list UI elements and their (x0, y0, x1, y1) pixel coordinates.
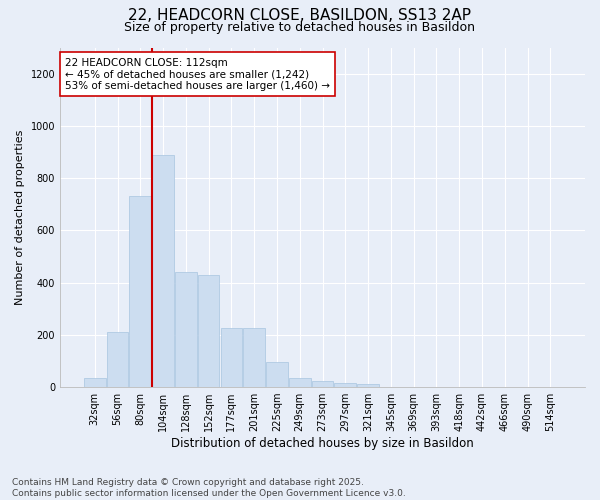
Bar (266, 362, 288, 387)
Bar (221, 328, 242, 387)
Bar (289, 378, 311, 387)
Bar (84, 378, 106, 387)
Bar (152, 154, 174, 387)
Y-axis label: Number of detached properties: Number of detached properties (15, 130, 25, 305)
Bar (334, 383, 356, 387)
Bar (175, 272, 197, 387)
Text: 22 HEADCORN CLOSE: 112sqm
← 45% of detached houses are smaller (1,242)
53% of se: 22 HEADCORN CLOSE: 112sqm ← 45% of detac… (65, 58, 330, 91)
Bar (198, 275, 220, 387)
Text: Size of property relative to detached houses in Basildon: Size of property relative to detached ho… (125, 21, 476, 34)
X-axis label: Distribution of detached houses by size in Basildon: Distribution of detached houses by size … (171, 437, 474, 450)
Text: Contains HM Land Registry data © Crown copyright and database right 2025.
Contai: Contains HM Land Registry data © Crown c… (12, 478, 406, 498)
Bar (130, 196, 151, 387)
Text: 22, HEADCORN CLOSE, BASILDON, SS13 2AP: 22, HEADCORN CLOSE, BASILDON, SS13 2AP (128, 8, 472, 22)
Bar (244, 328, 265, 387)
Bar (312, 380, 334, 387)
Bar (357, 384, 379, 387)
Bar (107, 332, 128, 387)
